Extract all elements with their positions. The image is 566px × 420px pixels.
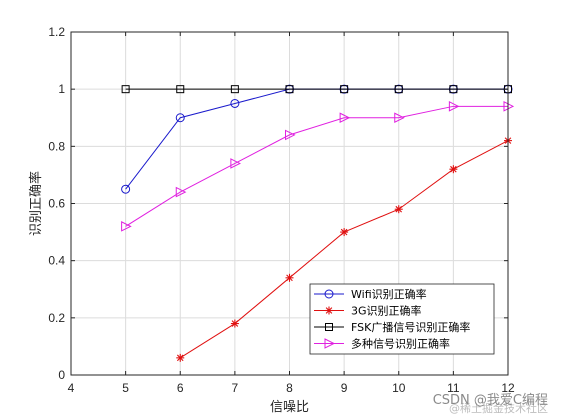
x-tick-label: 10	[392, 381, 406, 395]
data-point	[230, 98, 240, 108]
x-axis-label: 信噪比	[270, 400, 309, 415]
series-line	[125, 105, 508, 227]
watermark-main: CSDN @我爱C编程	[433, 393, 548, 408]
legend-marker	[324, 338, 336, 349]
x-tick-label: 8	[286, 381, 293, 395]
data-point	[285, 129, 296, 141]
x-tick-label: 7	[232, 381, 239, 395]
data-point	[230, 85, 239, 94]
legend-box	[309, 283, 495, 355]
y-tick-label: 1.2	[48, 25, 65, 39]
legend-marker	[324, 289, 334, 299]
data-point	[121, 221, 132, 232]
y-tick-label: 0.4	[48, 254, 65, 268]
data-point	[176, 85, 185, 94]
data-point	[121, 184, 131, 194]
data-point	[285, 273, 294, 282]
y-axis-label: 识别正确率	[28, 171, 44, 236]
data-point	[176, 353, 185, 362]
y-tick-label: 0	[58, 368, 65, 382]
data-point	[340, 228, 349, 237]
legend-label: Wifi识别正确率	[351, 287, 427, 301]
legend-marker	[325, 323, 333, 331]
legend-label: 多种信号识别正确率	[351, 337, 450, 351]
x-tick-label: 4	[68, 381, 75, 395]
y-tick-label: 0.2	[48, 311, 65, 325]
x-tick-label: 11	[447, 381, 460, 395]
data-point	[175, 113, 185, 123]
data-point	[340, 85, 349, 94]
x-tick-label: 9	[341, 381, 348, 395]
y-tick-label: 0.6	[48, 197, 65, 211]
y-tick-label: 0.8	[48, 139, 65, 153]
legend-label: FSK广播信号识别正确率	[351, 320, 470, 334]
legend-label: 3G识别正确率	[351, 304, 422, 318]
data-point	[394, 85, 403, 94]
x-tick-label: 6	[177, 381, 184, 395]
x-tick-label: 12	[501, 381, 515, 395]
data-point	[285, 85, 294, 94]
data-point	[394, 112, 405, 124]
data-point	[339, 112, 351, 124]
data-point	[448, 101, 460, 112]
data-point	[175, 186, 187, 198]
data-point	[230, 319, 239, 328]
series-3	[121, 101, 515, 232]
data-point	[121, 85, 130, 94]
data-point	[449, 165, 458, 174]
legend-marker	[325, 306, 333, 315]
data-point	[394, 205, 403, 214]
ticks: 4 5 6 7 8 9 10 11 12 0 0.2 0.4 0.6 0.8 1 1.2	[48, 25, 515, 395]
series-layer	[121, 84, 515, 362]
series-1	[176, 136, 512, 362]
y-tick-label: 1	[58, 82, 65, 96]
data-point	[449, 85, 458, 94]
x-tick-label: 5	[122, 381, 129, 395]
watermark-sub: @稀土掘金技术社区	[449, 401, 548, 415]
series-2	[121, 85, 512, 94]
data-point	[230, 158, 241, 169]
